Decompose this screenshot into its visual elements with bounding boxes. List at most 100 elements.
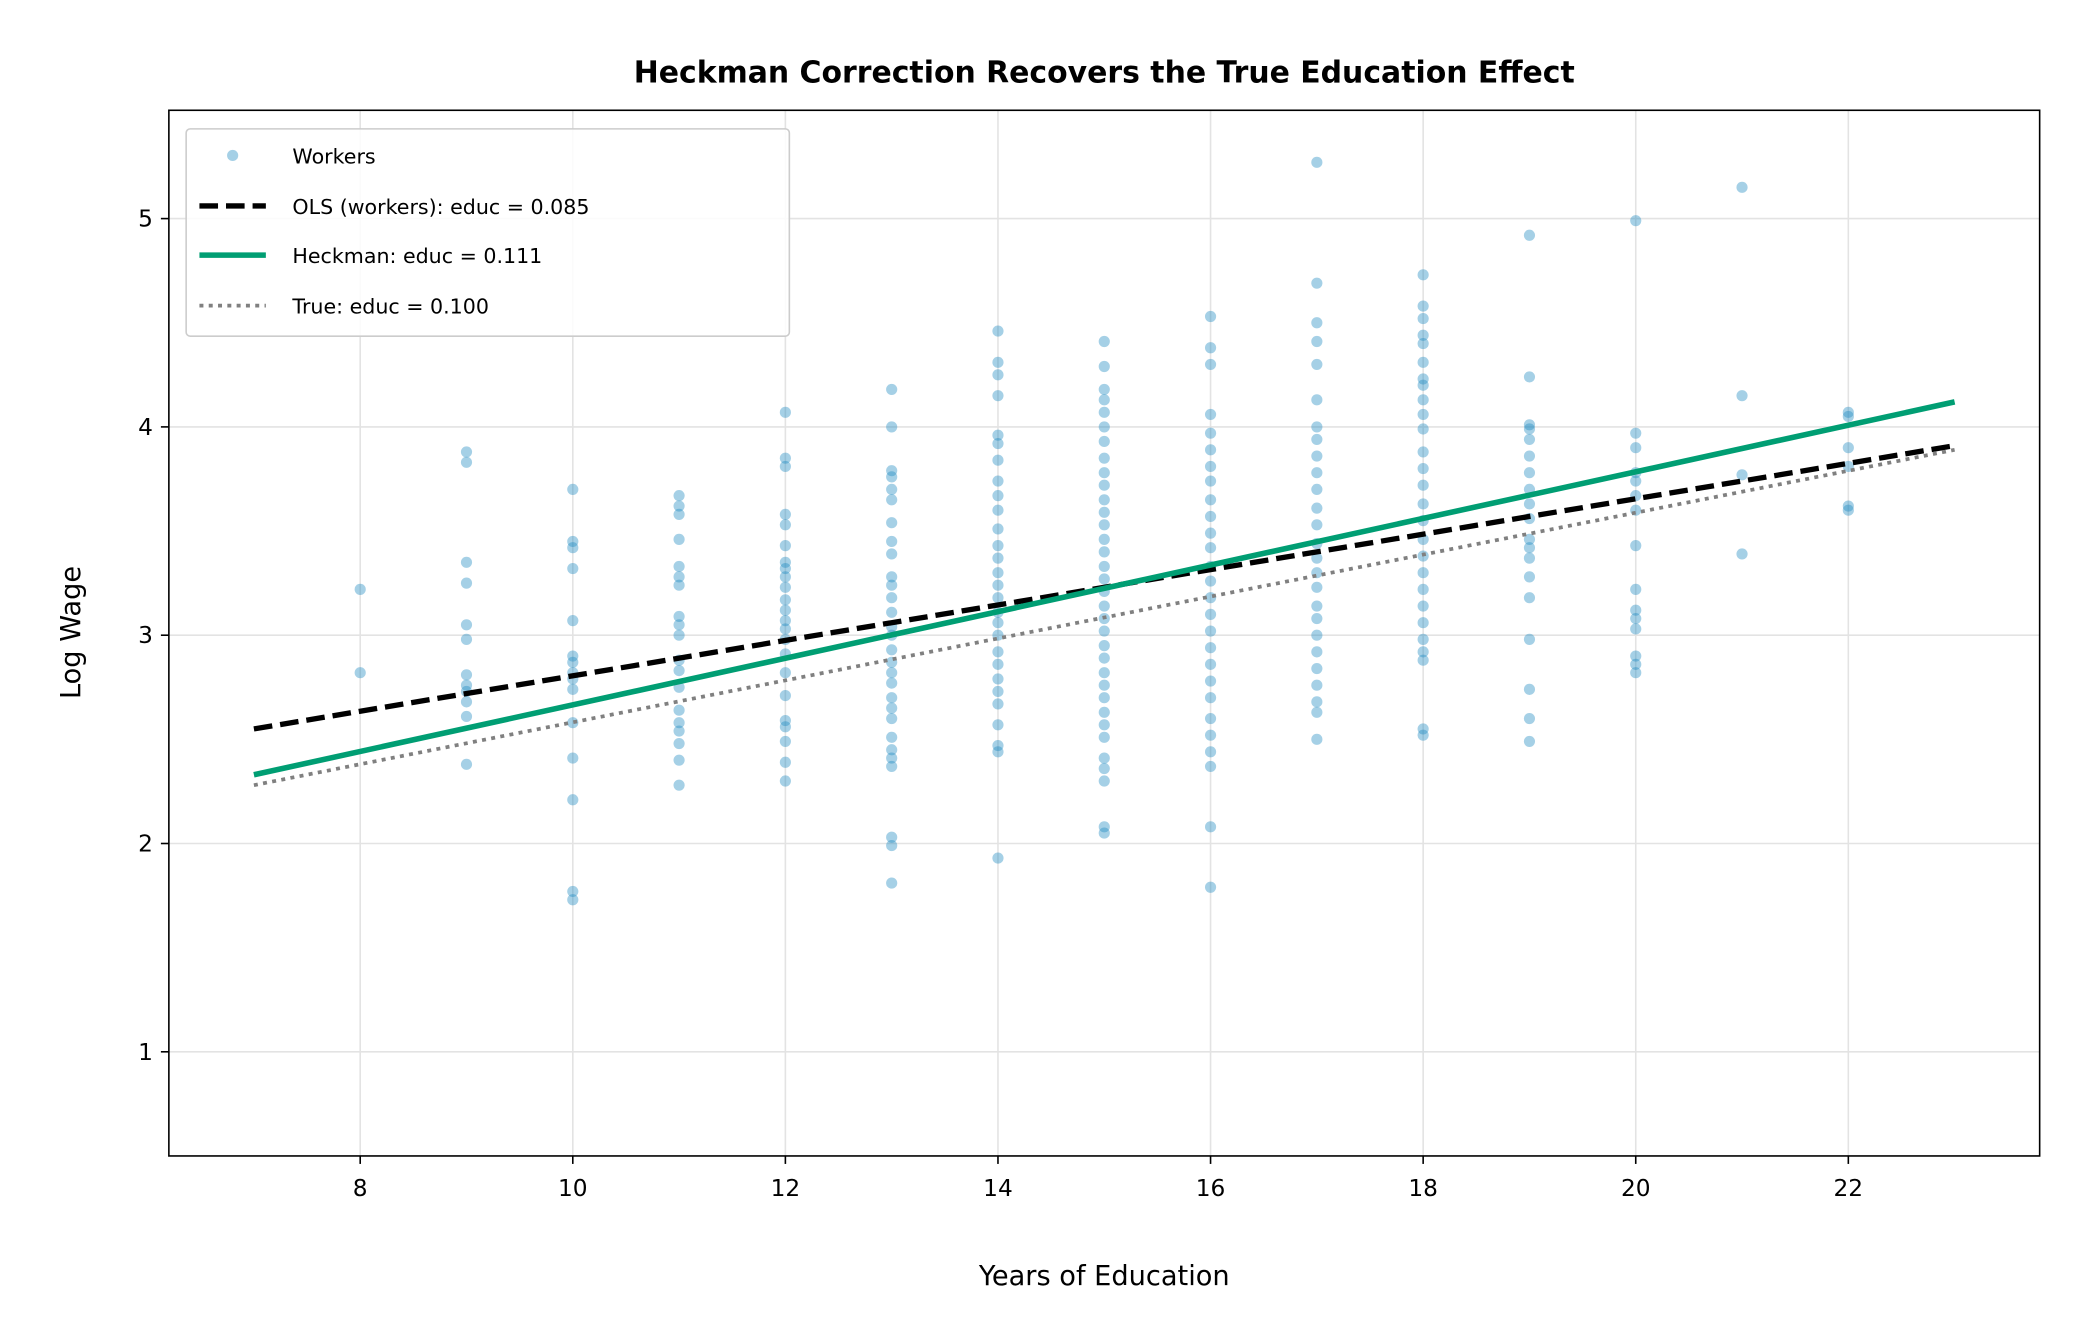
legend: Workers OLS (workers): educ = 0.085 Heckma… [185, 128, 791, 337]
scatter-point [1098, 692, 1110, 704]
scatter-point [886, 712, 898, 725]
scatter-point [1098, 706, 1110, 718]
scatter-point [1630, 583, 1642, 595]
scatter-point [992, 325, 1004, 337]
scatter-point [1098, 494, 1110, 506]
scatter-point [1311, 358, 1323, 370]
scatter-point [886, 702, 898, 714]
scatter-point [779, 615, 791, 627]
scatter-point [1311, 679, 1323, 691]
plot-frame [168, 109, 2041, 1157]
scatter-point [1311, 581, 1323, 593]
scatter-point [1523, 712, 1536, 725]
x-tick-label: 10 [558, 1175, 588, 1202]
scatter-point [460, 679, 473, 691]
x-tick-label: 18 [1408, 1175, 1438, 1202]
scatter-point [886, 760, 898, 773]
legend-box [185, 128, 791, 337]
scatter-point [1417, 408, 1429, 420]
scatter-point [1630, 475, 1642, 487]
scatter-point [1204, 760, 1217, 773]
scatter-point [567, 483, 579, 495]
scatter-point [1417, 462, 1429, 475]
scatter-point [1523, 467, 1536, 479]
scatter-point [1204, 460, 1217, 473]
y-axis-label: Log Wage [56, 566, 87, 699]
scatter-point [992, 673, 1004, 685]
scatter-point [886, 494, 898, 506]
scatter-point [1098, 752, 1110, 764]
scatter-point [1098, 625, 1110, 637]
scatter-point [1417, 373, 1429, 385]
scatter-point [460, 758, 473, 770]
scatter-point [992, 719, 1004, 731]
scatter-point [1311, 629, 1323, 641]
scatter-point [1842, 406, 1854, 418]
scatter-point [1523, 229, 1536, 241]
scatter-point [1098, 406, 1110, 418]
scatter-point [1204, 358, 1217, 370]
scatter-point [567, 542, 579, 554]
scatter-point [1417, 337, 1429, 350]
scatter-point [1417, 329, 1429, 341]
scatter-point [1204, 642, 1217, 654]
y-tick-label: 2 [138, 830, 153, 857]
scatter-point [1098, 775, 1110, 787]
scatter-point [1204, 494, 1217, 506]
scatter-point [1736, 469, 1748, 481]
scatter-point [1098, 731, 1110, 743]
scatter-point [1417, 729, 1429, 741]
scatter-point [1098, 335, 1110, 348]
scatter-point [1842, 500, 1854, 512]
scatter-point [460, 669, 473, 681]
scatter-point [992, 552, 1004, 564]
scatter-point [992, 437, 1004, 450]
scatter-point [1523, 533, 1536, 545]
scatter-point [1098, 652, 1110, 664]
scatter-point [1204, 542, 1217, 554]
scatter-point [673, 704, 685, 716]
scatter-point [1523, 571, 1536, 583]
y-tick-label: 5 [138, 206, 153, 233]
scatter-point [1417, 723, 1429, 735]
scatter-point [886, 483, 898, 495]
scatter-point [1417, 617, 1429, 629]
scatter-point [460, 456, 473, 468]
scatter-point [1417, 600, 1429, 612]
scatter-point [1523, 735, 1536, 748]
scatter-point [886, 421, 898, 433]
scatter-point [1204, 712, 1217, 725]
scatter-point [1311, 662, 1323, 675]
scatter-point [1204, 342, 1217, 354]
scatter-point [1523, 542, 1536, 554]
scatter-point [779, 452, 791, 464]
scatter-point [673, 629, 685, 641]
scatter-point [1311, 421, 1323, 433]
scatter-point [1523, 592, 1536, 604]
scatter-point [992, 540, 1004, 552]
scatter-point [886, 877, 898, 889]
scatter-point [1311, 612, 1323, 625]
scatter-point [992, 746, 1004, 758]
scatter-point [1630, 650, 1642, 662]
scatter-point [567, 615, 579, 627]
scatter-point [1417, 394, 1429, 406]
scatter-point [779, 508, 791, 520]
scatter-point [779, 775, 791, 787]
scatter-point [1311, 335, 1323, 348]
scatter-point [886, 667, 898, 679]
scatter-point [886, 831, 898, 843]
scatter-point [673, 610, 685, 623]
scatter-point [992, 685, 1004, 698]
scatter-point [1523, 498, 1536, 510]
scatter-point [886, 548, 898, 560]
scatter-point [886, 606, 898, 618]
legend-label: True: educ = 0.100 [291, 295, 489, 319]
scatter-point [1523, 423, 1536, 435]
scatter-point [1736, 548, 1748, 560]
scatter-point [886, 677, 898, 689]
y-tick-label: 4 [138, 414, 153, 441]
scatter-point [1098, 383, 1110, 395]
scatter-point [1204, 625, 1217, 637]
legend-label: OLS (workers): educ = 0.085 [292, 195, 589, 219]
